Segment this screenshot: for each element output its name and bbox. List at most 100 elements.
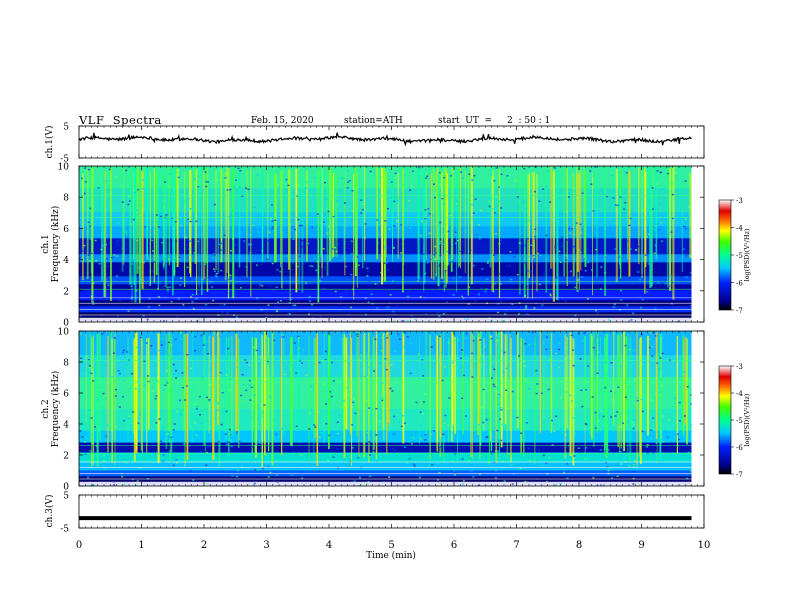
speckle [474, 198, 477, 200]
sferic [146, 338, 148, 453]
speckle [403, 346, 406, 348]
sferic [385, 171, 387, 257]
sferic [442, 332, 445, 463]
speckle [261, 285, 264, 287]
speckle [345, 223, 348, 225]
speckle [376, 219, 379, 221]
sferic [353, 174, 355, 300]
speckle [247, 443, 250, 446]
speckle [339, 303, 342, 305]
speckle [181, 168, 184, 171]
speckle [347, 313, 350, 315]
speckle [662, 188, 664, 190]
sferic [142, 170, 144, 290]
speckle [652, 417, 655, 419]
speckle [106, 265, 109, 268]
speckle [367, 301, 370, 304]
speckle [164, 295, 167, 298]
spectrogram-image [79, 331, 692, 486]
speckle [146, 318, 149, 321]
sferic [452, 332, 454, 425]
speckle [523, 365, 526, 367]
sferic [172, 168, 174, 296]
speckle [220, 318, 223, 320]
speckle [487, 260, 490, 263]
sferic [459, 166, 461, 267]
speckle [328, 434, 331, 437]
speckle [632, 312, 635, 315]
speckle [372, 402, 374, 405]
speckle [488, 205, 491, 208]
speckle [206, 482, 209, 485]
speckle [678, 438, 680, 441]
speckle [573, 245, 576, 248]
freq-band [79, 476, 692, 479]
speckle [249, 399, 252, 401]
speckle [111, 310, 114, 313]
speckle [277, 184, 279, 186]
speckle [320, 432, 323, 434]
speckle [123, 483, 126, 486]
speckle [213, 203, 216, 206]
speckle [351, 447, 354, 449]
speckle [354, 412, 357, 415]
speckle [577, 279, 580, 281]
speckle [453, 233, 456, 236]
speckle [669, 275, 672, 277]
speckle [614, 415, 617, 417]
sferic [386, 331, 388, 455]
sferic [89, 331, 92, 442]
speckle [170, 436, 173, 439]
speckle [375, 434, 378, 436]
speckle [209, 445, 212, 448]
sferic [113, 337, 116, 440]
speckle [591, 396, 594, 398]
ch1-spec-y-label: ch.1 [41, 234, 51, 253]
freq-band [79, 434, 692, 437]
speckle [296, 265, 299, 268]
speckle [392, 310, 395, 313]
speckle [199, 414, 201, 416]
start-time-label: start UT = [438, 116, 493, 126]
speckle [481, 245, 484, 247]
speckle [88, 365, 91, 367]
speckle [632, 424, 635, 427]
speckle [428, 172, 431, 175]
speckle [623, 170, 626, 173]
speckle [309, 300, 312, 302]
speckle [262, 410, 264, 413]
speckle [332, 215, 335, 218]
speckle [289, 223, 292, 226]
speckle [613, 222, 616, 224]
speckle [173, 423, 176, 425]
speckle [638, 424, 641, 427]
speckle [428, 464, 431, 466]
sferic [224, 171, 227, 281]
speckle [370, 310, 373, 312]
freq-band [79, 412, 692, 415]
speckle [399, 252, 402, 254]
speckle [464, 337, 467, 339]
speckle [237, 469, 240, 472]
speckle [447, 230, 450, 233]
speckle [174, 338, 177, 341]
speckle [212, 299, 215, 302]
speckle [367, 270, 370, 273]
speckle [360, 484, 362, 486]
speckle [456, 239, 459, 242]
speckle [577, 198, 580, 201]
sferic [625, 336, 628, 426]
speckle [259, 356, 262, 358]
speckle [351, 190, 354, 192]
speckle [614, 248, 617, 250]
speckle [481, 268, 484, 270]
speckle [479, 473, 481, 475]
speckle [570, 334, 573, 336]
speckle [356, 335, 359, 337]
speckle [678, 404, 681, 406]
speckle [225, 293, 228, 296]
speckle [376, 241, 379, 244]
sferic [358, 331, 360, 458]
